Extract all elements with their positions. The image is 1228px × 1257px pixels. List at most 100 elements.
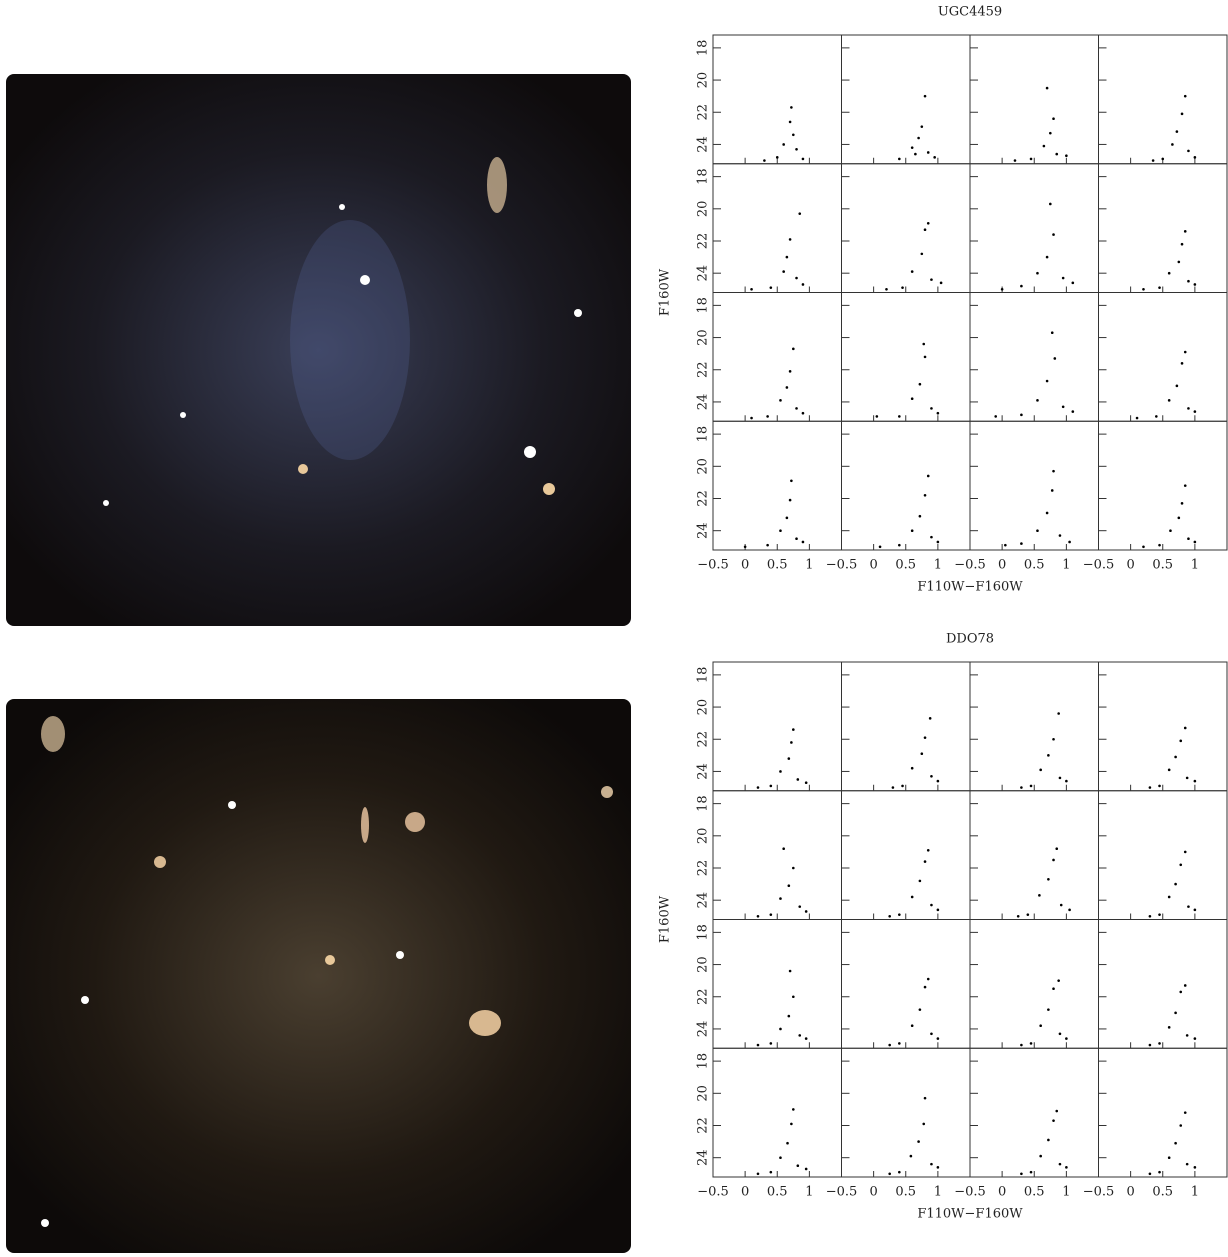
panel-frame — [970, 791, 1099, 920]
star-point — [1049, 203, 1052, 206]
star-point — [919, 515, 922, 518]
panel-frame — [842, 293, 971, 422]
y-tick-label: 18 — [696, 297, 711, 314]
star-point — [1168, 896, 1171, 899]
star-point — [1055, 847, 1058, 850]
star-point — [1059, 1032, 1062, 1035]
star-point — [927, 222, 930, 225]
star-point — [888, 1172, 891, 1175]
star-point — [924, 95, 927, 98]
x-tick-label: −0.5 — [697, 558, 729, 573]
star-point — [1194, 1037, 1197, 1040]
panel-frame — [842, 791, 971, 920]
star-point — [1152, 159, 1155, 162]
star-point — [805, 781, 808, 784]
y-tick-label: 24 — [696, 1021, 711, 1038]
star-point — [927, 849, 930, 852]
star-point — [789, 970, 792, 973]
star-point — [911, 1024, 914, 1027]
star-point — [1047, 878, 1050, 881]
x-tick-label: 0.5 — [895, 558, 916, 573]
star-point — [792, 995, 795, 998]
x-tick-label: 0 — [741, 1185, 749, 1200]
star-point — [937, 1037, 940, 1040]
star-point — [1020, 285, 1023, 288]
star-point — [788, 884, 791, 887]
star-point — [1142, 545, 1145, 548]
star-point — [1020, 414, 1023, 417]
star-point — [1047, 754, 1050, 757]
star-point — [1194, 1166, 1197, 1169]
panel-frame — [842, 920, 971, 1049]
star-point — [779, 897, 782, 900]
y-tick-label: 20 — [696, 329, 711, 346]
x-tick-label: 0 — [1126, 558, 1134, 573]
star-point — [776, 156, 779, 159]
star-point — [1184, 484, 1187, 487]
x-tick-label: 1 — [934, 558, 942, 573]
star-point — [1068, 541, 1071, 544]
y-tick-label: 24 — [696, 265, 711, 282]
star-point — [1155, 415, 1158, 418]
star-point — [930, 1163, 933, 1166]
star-point — [1178, 261, 1181, 264]
star-point — [789, 370, 792, 373]
x-tick-label: −0.5 — [1083, 558, 1115, 573]
star-point — [792, 348, 795, 351]
star-point — [924, 494, 927, 497]
x-tick-label: 0 — [998, 558, 1006, 573]
star-point — [930, 775, 933, 778]
star-point — [937, 780, 940, 783]
star-point — [898, 415, 901, 418]
y-tick-label: 20 — [696, 201, 711, 218]
y-axis-label: F160W — [658, 895, 673, 943]
star-point — [1179, 1124, 1182, 1127]
star-point — [792, 728, 795, 731]
star-point — [922, 1123, 925, 1126]
panel-frame — [713, 920, 842, 1049]
star-point — [786, 517, 789, 520]
star-point — [1136, 417, 1139, 420]
star-point — [782, 847, 785, 850]
star-point — [911, 146, 914, 149]
panel-frame — [713, 791, 842, 920]
x-tick-label: 0.5 — [1024, 558, 1045, 573]
star-point — [790, 479, 793, 482]
star-point — [1174, 1012, 1177, 1015]
star-point — [879, 545, 882, 548]
x-tick-label: 0.5 — [767, 558, 788, 573]
star-point — [770, 1042, 773, 1045]
star-point — [1149, 1044, 1152, 1047]
star-point — [917, 137, 920, 140]
y-axis-label: F160W — [658, 268, 673, 316]
star-point — [1068, 909, 1071, 912]
galaxy-image — [6, 699, 631, 1253]
star-point — [1030, 785, 1033, 788]
star-point — [1039, 1024, 1042, 1027]
x-tick-label: 1 — [1062, 558, 1070, 573]
y-tick-label: 18 — [696, 667, 711, 684]
star-point — [1046, 512, 1049, 515]
star-point — [892, 786, 895, 789]
star-point — [898, 1042, 901, 1045]
star-point — [786, 1142, 789, 1145]
star-point — [789, 499, 792, 502]
star-point — [937, 1166, 940, 1169]
star-point — [1065, 1037, 1068, 1040]
star-point — [798, 1034, 801, 1037]
y-tick-label: 24 — [696, 394, 711, 411]
x-tick-label: 0.5 — [895, 1185, 916, 1200]
star-point — [885, 288, 888, 291]
y-tick-label: 22 — [696, 361, 711, 378]
star-point — [901, 785, 904, 788]
panel-frame — [1099, 164, 1228, 293]
star-point — [786, 386, 789, 389]
y-tick-label: 20 — [696, 72, 711, 89]
star-point — [1174, 1142, 1177, 1145]
star-point — [1036, 399, 1039, 402]
star-point — [795, 537, 798, 540]
star-point — [1158, 1042, 1161, 1045]
star-point — [1176, 385, 1179, 388]
star-point — [1039, 1155, 1042, 1158]
y-tick-label: 22 — [696, 988, 711, 1005]
